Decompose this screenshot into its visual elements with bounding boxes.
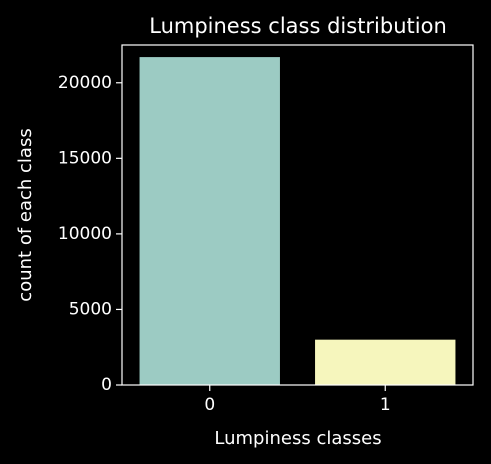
x-tick-label: 0 bbox=[204, 395, 215, 415]
y-tick-label: 20000 bbox=[58, 73, 112, 93]
y-tick-label: 10000 bbox=[58, 224, 112, 244]
bar-1 bbox=[315, 340, 455, 385]
y-tick-label: 5000 bbox=[69, 299, 112, 319]
x-axis-label: Lumpiness classes bbox=[214, 428, 381, 449]
y-tick-label: 0 bbox=[101, 375, 112, 395]
y-tick-label: 15000 bbox=[58, 148, 112, 168]
chart-title: Lumpiness class distribution bbox=[149, 14, 447, 38]
x-tick-label: 1 bbox=[380, 395, 391, 415]
y-axis-label: count of each class bbox=[15, 128, 36, 301]
bar-0 bbox=[140, 57, 280, 385]
